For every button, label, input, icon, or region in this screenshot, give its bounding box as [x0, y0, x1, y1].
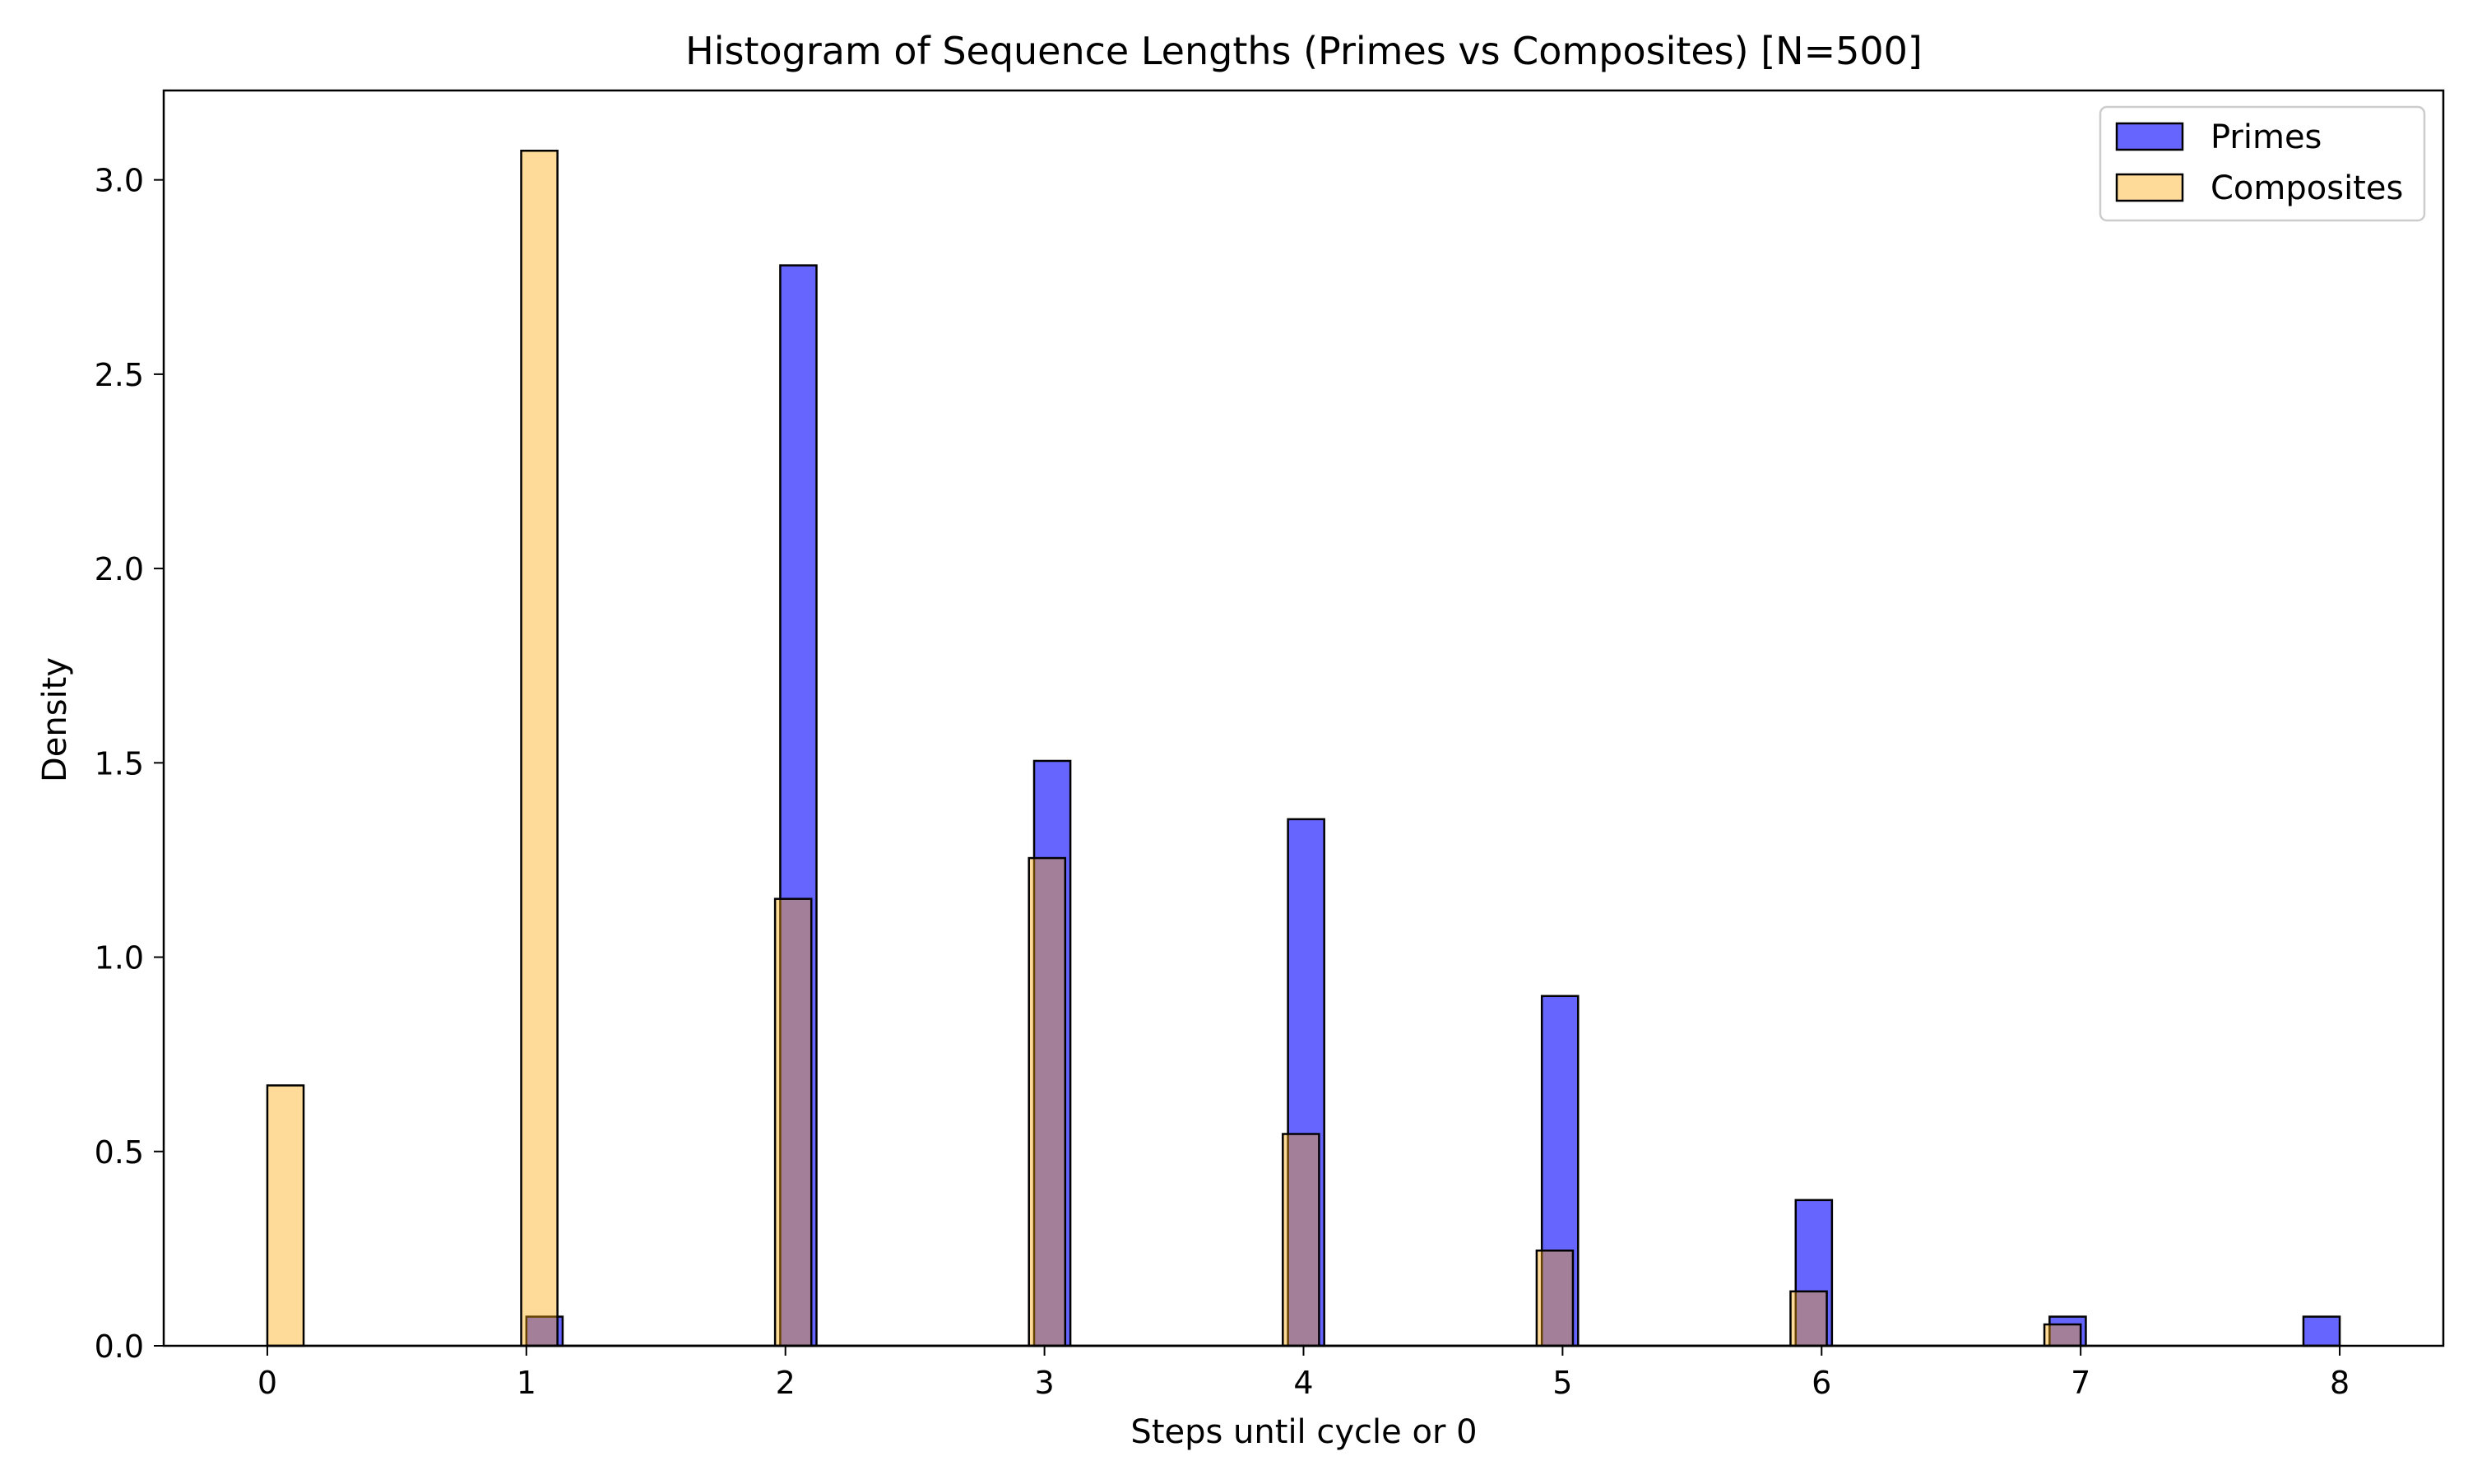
composites-bar-6 [1789, 1290, 1828, 1347]
x-tick-label: 5 [1552, 1365, 1572, 1401]
composites-bar-3 [1028, 856, 1067, 1347]
composites-bar-7 [2043, 1323, 2082, 1347]
legend: Primes Composites [2099, 105, 2426, 222]
composites-bar-1 [520, 149, 559, 1347]
y-tick-label: 0.5 [95, 1134, 144, 1171]
x-tick-label: 4 [1293, 1365, 1313, 1401]
x-tick-label: 8 [2330, 1365, 2350, 1401]
legend-swatch-primes [2115, 122, 2184, 151]
primes-bar-7 [2302, 1315, 2341, 1347]
x-tick-label: 3 [1035, 1365, 1055, 1401]
y-tick-label: 1.5 [95, 745, 144, 781]
legend-swatch-composites [2115, 173, 2184, 202]
x-tick-label: 0 [257, 1365, 277, 1401]
x-tick-label: 2 [776, 1365, 796, 1401]
y-axis-label: Density [36, 657, 74, 782]
y-tick-label: 2.0 [95, 551, 144, 587]
composites-bar-4 [1282, 1133, 1320, 1347]
composites-bar-5 [1535, 1250, 1575, 1347]
x-tick-label: 7 [2071, 1365, 2090, 1401]
x-tick-label: 6 [1812, 1365, 1831, 1401]
y-tick-label: 1.0 [95, 940, 144, 976]
y-axis-ticks: 0.0 0.5 1.0 1.5 2.0 2.5 3.0 [95, 163, 164, 1365]
composites-bar-2 [773, 897, 813, 1347]
y-tick-label: 0.0 [95, 1329, 144, 1365]
y-tick-label: 3.0 [95, 163, 144, 199]
legend-label-primes: Primes [2211, 118, 2322, 156]
x-axis-ticks: 0 1 2 3 4 5 6 7 8 [257, 1346, 2350, 1401]
legend-label-composites: Composites [2211, 169, 2403, 207]
y-tick-label: 2.5 [95, 357, 144, 393]
x-axis-label: Steps until cycle or 0 [1130, 1413, 1477, 1451]
composites-bar-0 [266, 1084, 305, 1347]
chart-title: Histogram of Sequence Lengths (Primes vs… [685, 29, 1923, 73]
composites-bars [266, 149, 2082, 1347]
plot-frame [162, 89, 2445, 1347]
x-tick-label: 1 [517, 1365, 536, 1401]
